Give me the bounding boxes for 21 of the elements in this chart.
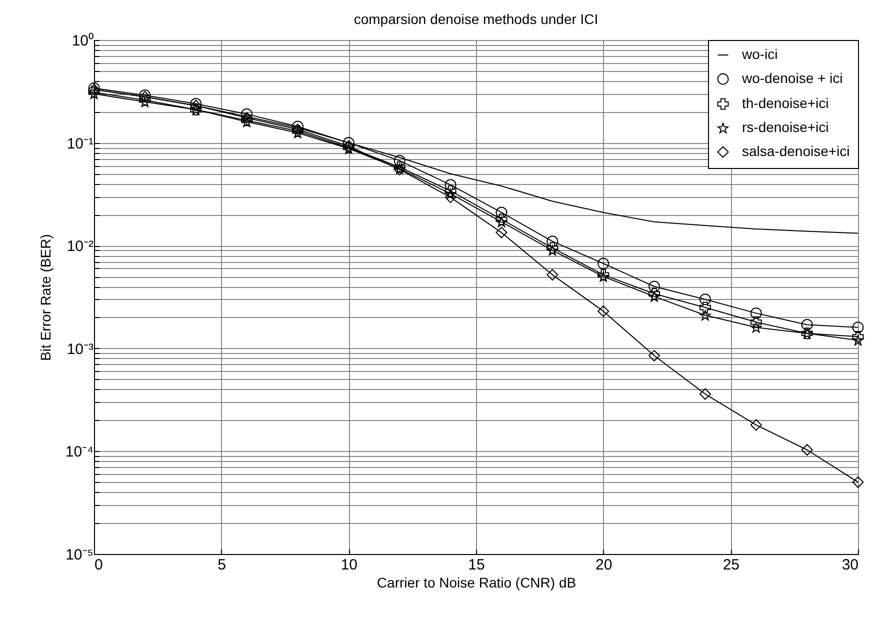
legend-label: rs-denoise+ici (742, 119, 829, 135)
x-tick-label: 20 (595, 556, 612, 574)
chart-title: comparsion denoise methods under ICI (354, 11, 598, 27)
legend-label: wo-ici (741, 46, 778, 62)
legend-label: salsa-denoise+ici (742, 143, 850, 159)
x-tick-label: 30 (842, 556, 858, 574)
x-axis-title: Carrier to Noise Ratio (CNR) dB (376, 574, 576, 590)
y-axis-title: Bit Error Rate (BER) (37, 234, 54, 361)
legend-label: th-denoise+ici (742, 95, 829, 111)
legend-label: wo-denoise + ici (741, 70, 843, 86)
x-tick-label: 10 (340, 556, 358, 574)
x-tick-label: 15 (468, 556, 485, 574)
y-tick-label: 10⁻⁴ (65, 444, 94, 461)
y-tick-label: 10⁻³ (66, 340, 94, 358)
y-tick-label: 10⁻⁵ (66, 546, 94, 564)
y-tick-label: 10⁻¹ (66, 135, 94, 152)
x-tick-label: 25 (722, 556, 740, 574)
x-tick-label: 0 (94, 556, 103, 574)
x-tick-label: 5 (218, 556, 226, 574)
y-tick-label: 10⁻² (66, 238, 94, 256)
y-tick-label: 10⁰ (72, 32, 94, 50)
